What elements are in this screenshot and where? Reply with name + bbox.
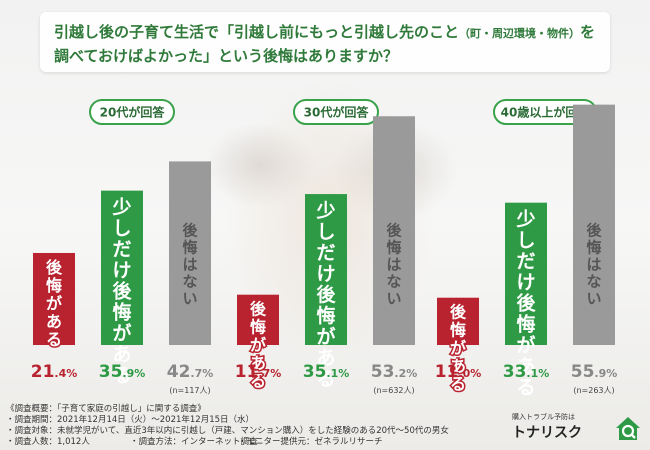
sample-size: (n=632人) [373,386,414,395]
bar-category-label: 後悔がある [46,258,63,349]
value-label: 42.7% [167,362,214,382]
title-line-1: 引越し後の子育て生活で「引越し前にもっと引越し先のこと（町・周辺環境・物件）を [54,23,596,41]
footer-target: ・調査対象：未就学児がいて、直近3年以内に引越し（戸建、マンション購入）をした経… [6,426,449,436]
sample-size: (n=117人) [169,386,210,395]
survey-footer: 《調査概要：「子育て家庭の引越し」に関する調査》 ・調査期間：2021年12月1… [6,404,449,448]
bar [237,294,279,345]
value-label: 35.1% [303,362,350,382]
group-label-pill [293,99,379,125]
bar [169,161,211,345]
group-label: 40歳以上が回答 [501,105,591,120]
footer-count: ・調査人数：1,012人 [6,437,90,447]
bar [573,104,615,345]
title-line-2: 調べておけばよかった」という後悔はありますか？ [54,47,398,65]
value-label: 33.1% [503,362,550,382]
group-label-pill [89,99,175,125]
bar-category-label: 少しだけ後悔がある [315,200,336,390]
footer-provider: ・モニター提供元：ゼネラルリサーチ [238,437,383,447]
footer-summary: 《調査概要：「子育て家庭の引越し」に関する調査》 [6,404,206,414]
bar [305,194,347,345]
bar-category-label: 後悔がある [450,303,467,394]
group-label: 30代が回答 [304,105,370,120]
value-label: 53.2% [371,362,418,382]
bar-category-label: 後悔はない [585,222,602,308]
sample-size: (n=263人) [573,386,614,395]
value-label: 21.4% [31,362,78,382]
tonarisk-logo: 購入トラブル予防は トナリスク [512,412,644,446]
logo-subtitle: 購入トラブル予防は [512,413,575,421]
bar [33,252,75,345]
value-label: 55.9% [571,362,618,382]
title-box: 引越し後の子育て生活で「引越し前にもっと引越し先のこと（町・周辺環境・物件）を … [40,12,610,72]
bar [437,297,479,345]
bar [373,116,415,346]
bar-category-label: 少しだけ後悔がある [111,197,132,387]
bar-category-label: 後悔はない [385,222,402,308]
group-label: 20代が回答 [100,105,166,120]
value-label: 11.0% [435,362,482,382]
bar [505,202,547,345]
bar-category-label: 少しだけ後悔がある [515,209,536,399]
value-label: 11.7% [235,362,282,382]
logo-name: トナリスク [512,425,582,441]
bar [101,190,143,345]
value-label: 35.9% [99,362,146,382]
footer-method: ・調査方法：インターネット調査 [130,437,258,447]
bar-category-label: 後悔がある [250,300,267,391]
house-magnifier-icon [616,417,640,440]
footer-period: ・調査期間：2021年12月14日（火）～2021年12月15日（水） [6,415,255,425]
bar-category-label: 後悔はない [181,222,198,308]
